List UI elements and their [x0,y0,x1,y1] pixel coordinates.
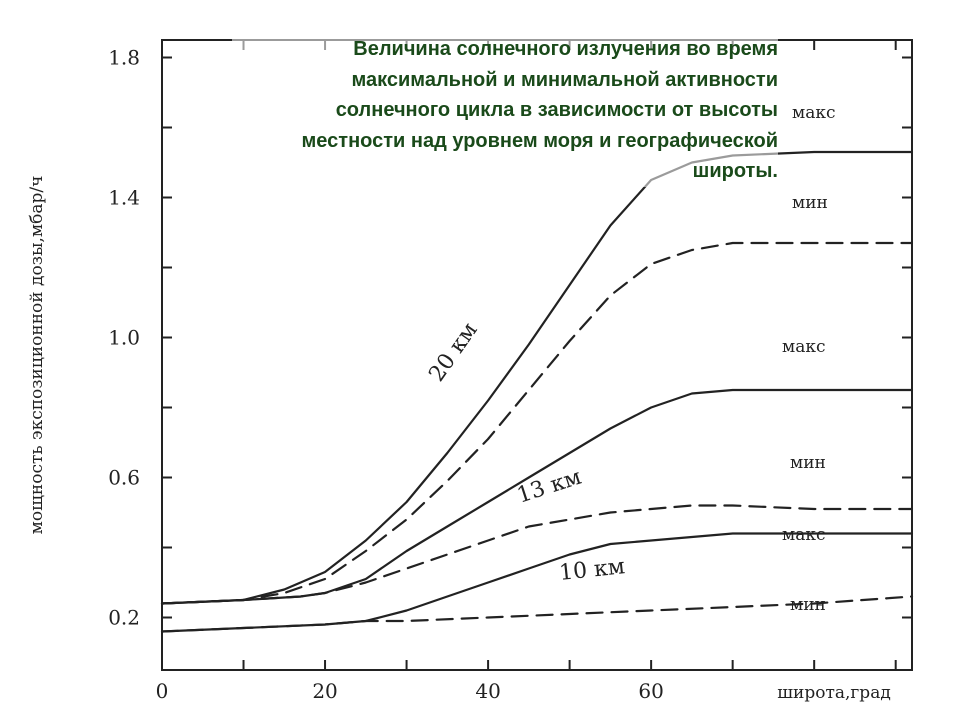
x-axis-label: широта,град [777,683,891,703]
x-tick-labels: 0 20 40 60 [156,679,664,703]
curve-label-0: макс [792,103,836,123]
x-tick-label: 0 [156,679,169,703]
altitude-labels: 20 км 13 км 10 км [424,318,626,586]
curve-label-1: мин [792,193,828,213]
curve-label-5: мин [790,595,826,615]
series-line-5 [160,595,914,633]
series-line-1 [160,241,914,605]
curve-label-2: макс [782,337,826,357]
y-tick-labels: 0.2 0.6 1.0 1.4 1.8 [108,46,140,630]
series-line-4 [160,532,914,633]
altitude-label-0: 20 км [424,318,482,386]
curve-label-3: мин [790,453,826,473]
chart-title: Величина солнечного излучения во время м… [232,34,778,187]
series-group [160,150,914,633]
curve-labels: макс мин макс мин макс мин [782,103,836,615]
x-tick-label: 40 [475,679,500,703]
y-tick-label: 1.4 [108,186,140,210]
curve-label-4: макс [782,525,826,545]
series-line-3 [160,504,914,605]
x-tick-label: 60 [638,679,663,703]
y-tick-label: 0.2 [108,606,140,630]
y-tick-label: 1.0 [108,326,140,350]
y-tick-label: 1.8 [108,46,140,70]
x-tick-label: 20 [312,679,337,703]
y-axis-label: мощность экспозиционной дозы,мбар/ч [27,176,47,535]
altitude-label-2: 10 км [558,554,626,586]
altitude-label-1: 13 км [514,465,584,509]
y-tick-label: 0.6 [108,466,140,490]
